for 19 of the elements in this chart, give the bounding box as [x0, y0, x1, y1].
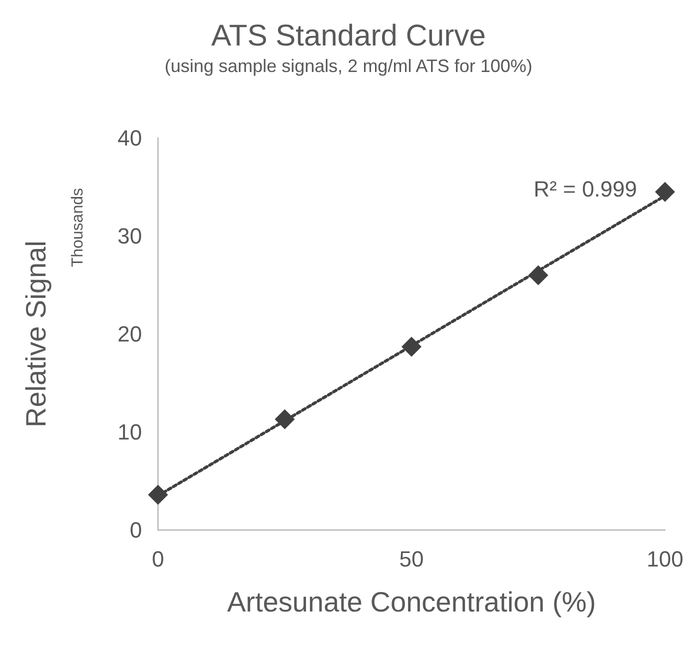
- x-axis-title: Artesunate Concentration (%): [227, 586, 596, 618]
- point: [274, 409, 295, 430]
- text: Thousands: [70, 188, 86, 268]
- point: [528, 265, 548, 286]
- y-tick-label: 20: [118, 322, 142, 346]
- x-tick-label: 0: [152, 546, 164, 572]
- y-tick-label: 10: [118, 420, 142, 444]
- point: [402, 336, 422, 357]
- y-axis-title: Relative Signal: [20, 240, 52, 428]
- y-tick-label: 0: [130, 518, 142, 542]
- chart-title: ATS Standard Curve: [211, 20, 486, 52]
- annotation: R² = 0.999: [534, 176, 638, 202]
- y-tick-label: 30: [118, 224, 142, 248]
- point: [655, 182, 675, 202]
- chart-subtitle: (using sample signals, 2 mg/ml ATS for 100%): [164, 56, 532, 76]
- x-tick-label: 100: [646, 546, 684, 572]
- point: [148, 484, 168, 505]
- y-tick-label: 40: [118, 126, 142, 150]
- x-tick-label: 50: [399, 546, 424, 572]
